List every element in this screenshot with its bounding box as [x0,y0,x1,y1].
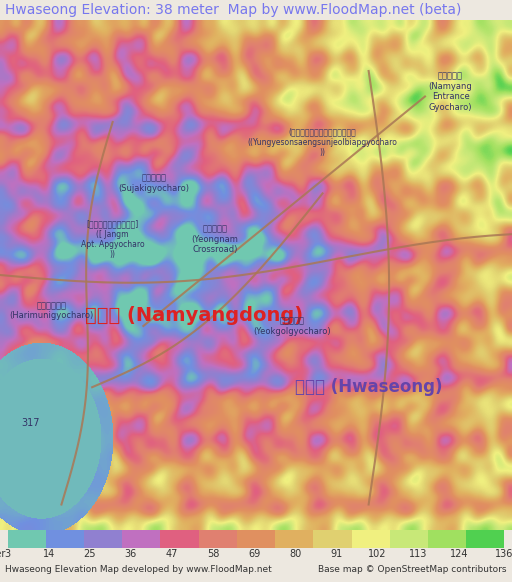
Text: 36: 36 [125,549,137,559]
Bar [46,530,84,548]
Text: 3: 3 [5,549,11,559]
Bar [160,530,199,548]
Text: 102: 102 [368,549,387,559]
Text: 남양동 (Namyangdong): 남양동 (Namyangdong) [86,306,304,325]
Bar [8,530,46,548]
Text: 화성시 (Hwaseong): 화성시 (Hwaseong) [295,378,442,396]
Bar [352,530,390,548]
Text: 역남사거리
(Yeongnam
Crossroad): 역남사거리 (Yeongnam Crossroad) [191,225,239,254]
Text: 124: 124 [450,549,469,559]
Bar [199,530,237,548]
Text: 47: 47 [166,549,178,559]
Text: 317: 317 [22,418,40,428]
Text: 136: 136 [495,549,512,559]
Text: 113: 113 [409,549,428,559]
Text: 역골교차로
(Yeokgolgyocharo): 역골교차로 (Yeokgolgyocharo) [253,316,331,336]
Bar [84,530,122,548]
Text: Base map © OpenStreetMap contributors: Base map © OpenStreetMap contributors [318,566,507,574]
Text: 91: 91 [330,549,343,559]
Text: 69: 69 [248,549,260,559]
Text: 낙학교차로
(Namyang
Entrance
Gyocharo): 낙학교차로 (Namyang Entrance Gyocharo) [429,72,473,112]
Text: 14: 14 [42,549,55,559]
Bar [122,530,160,548]
Bar [313,530,352,548]
Bar [466,530,504,548]
Text: 수락교차로
(Sujakigyocharo): 수락교차로 (Sujakigyocharo) [118,173,189,193]
Bar [237,530,275,548]
Text: Hwaseong Elevation: 38 meter  Map by www.FloodMap.net (beta): Hwaseong Elevation: 38 meter Map by www.… [5,3,461,17]
Text: 58: 58 [207,549,219,559]
Text: meter: meter [0,549,5,559]
Bar [390,530,428,548]
Text: (윤게선생은서니열비아폄교차로
((Yungyesonsaengsunjeolbiapgyocharo
)): (윤게선생은서니열비아폄교차로 ((Yungyesonsaengsunjeolb… [248,127,397,157]
Text: 25: 25 [83,549,96,559]
Text: [장미아파트입구교차로]
([ Jangm
Apt. Apgyocharo
)): [장미아파트입구교차로] ([ Jangm Apt. Apgyocharo )) [81,219,144,260]
Bar [275,530,313,548]
Text: 80: 80 [289,549,302,559]
Text: 하리문교차로
(Harimunigyocharo): 하리문교차로 (Harimunigyocharo) [9,301,93,321]
Bar [428,530,466,548]
Text: Hwaseong Elevation Map developed by www.FloodMap.net: Hwaseong Elevation Map developed by www.… [5,566,272,574]
